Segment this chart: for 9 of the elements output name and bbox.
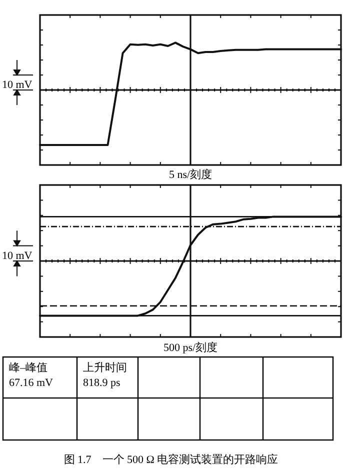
y-axis-title: 10 mV [2, 79, 32, 91]
caption: 图 1.7 一个 500 Ω 电容测试装置的开路响应 [64, 453, 278, 466]
text: 67.16 mV [9, 377, 54, 389]
text: 818.9 ps [83, 377, 120, 389]
x-axis-title: 500 ps/刻度 [163, 341, 218, 354]
text: 峰–峰值 [9, 362, 48, 374]
y-axis-title: 10 mV [2, 250, 32, 262]
text: 上升时间 [83, 361, 127, 374]
x-axis-title: 5 ns/刻度 [168, 168, 212, 181]
